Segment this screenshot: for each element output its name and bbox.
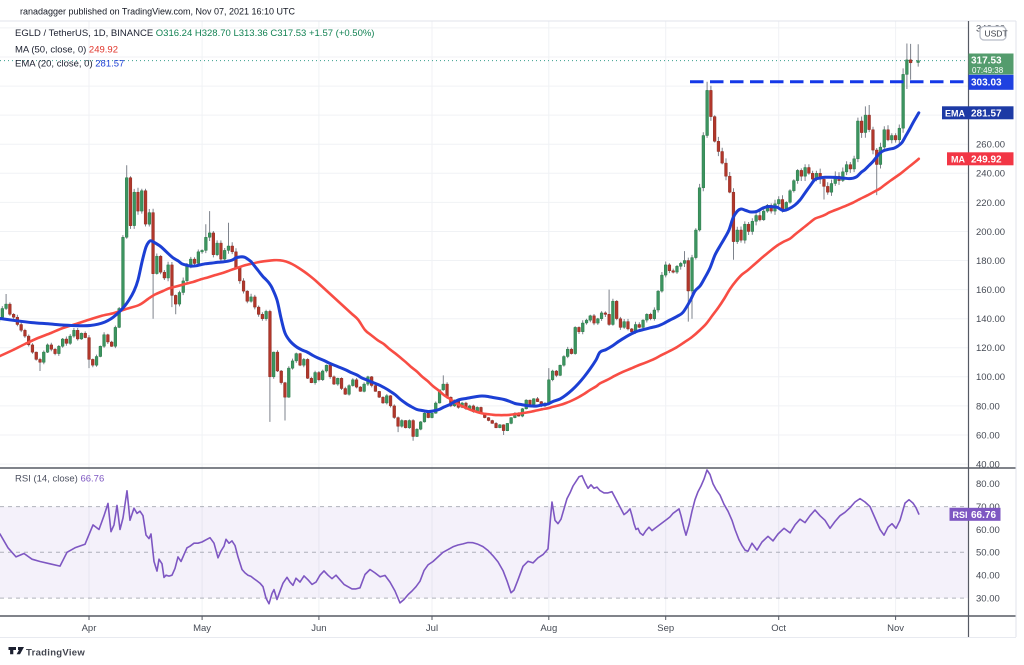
svg-text:281.57: 281.57 <box>971 109 1002 120</box>
svg-text:Nov: Nov <box>887 623 904 634</box>
svg-text:07:49:38: 07:49:38 <box>972 66 1004 75</box>
svg-text:160.00: 160.00 <box>976 285 1005 296</box>
svg-text:220.00: 220.00 <box>976 198 1005 209</box>
svg-text:EMA (20, close, 0) 281.57: EMA (20, close, 0) 281.57 <box>15 59 124 70</box>
svg-text:260.00: 260.00 <box>976 140 1005 151</box>
svg-text:Sep: Sep <box>657 623 674 634</box>
svg-text:ranadagger published on Tradin: ranadagger published on TradingView.com,… <box>20 7 296 17</box>
svg-text:RSI (14, close) 66.76: RSI (14, close) 66.76 <box>15 474 104 485</box>
svg-text:120.00: 120.00 <box>976 343 1005 354</box>
svg-text:Aug: Aug <box>540 623 557 634</box>
svg-text:60.00: 60.00 <box>976 430 1000 441</box>
svg-text:Jul: Jul <box>426 623 438 634</box>
svg-text:80.00: 80.00 <box>976 401 1000 412</box>
svg-text:RSI: RSI <box>953 510 968 520</box>
svg-text:50.00: 50.00 <box>976 548 1000 559</box>
svg-text:66.76: 66.76 <box>971 510 996 521</box>
svg-text:TradingView: TradingView <box>26 648 85 659</box>
svg-text:40.00: 40.00 <box>976 571 1000 582</box>
svg-text:EMA: EMA <box>945 108 966 118</box>
svg-text:60.00: 60.00 <box>976 525 1000 536</box>
svg-text:180.00: 180.00 <box>976 256 1005 267</box>
svg-text:240.00: 240.00 <box>976 169 1005 180</box>
svg-text:MA: MA <box>951 154 965 164</box>
svg-text:317.53: 317.53 <box>971 56 1002 67</box>
svg-text:Apr: Apr <box>82 623 97 634</box>
svg-text:Oct: Oct <box>771 623 786 634</box>
svg-text:USDT: USDT <box>985 28 1008 38</box>
svg-text:80.00: 80.00 <box>976 479 1000 490</box>
svg-text:MA (50, close, 0) 249.92: MA (50, close, 0) 249.92 <box>15 45 118 56</box>
svg-text:200.00: 200.00 <box>976 227 1005 238</box>
svg-text:30.00: 30.00 <box>976 594 1000 605</box>
svg-text:303.03: 303.03 <box>971 78 1002 89</box>
svg-text:249.92: 249.92 <box>971 155 1002 166</box>
svg-text:140.00: 140.00 <box>976 314 1005 325</box>
svg-text:Jun: Jun <box>311 623 326 634</box>
svg-text:70.00: 70.00 <box>976 502 1000 513</box>
svg-text:100.00: 100.00 <box>976 372 1005 383</box>
svg-text:40.00: 40.00 <box>976 460 1000 471</box>
svg-text:May: May <box>193 623 211 634</box>
svg-text:EGLD / TetherUS, 1D, BINANCE O: EGLD / TetherUS, 1D, BINANCE O316.24 H32… <box>15 28 374 39</box>
